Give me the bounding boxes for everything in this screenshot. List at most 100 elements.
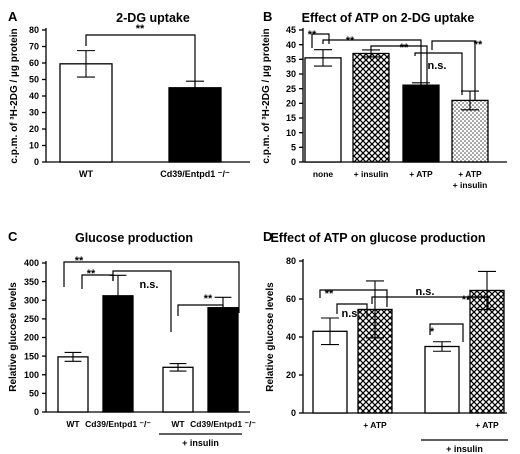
- significance-label: *: [430, 326, 435, 338]
- y-tick-label: 20: [286, 370, 296, 380]
- bar: [168, 87, 222, 163]
- panel-letter: C: [8, 229, 18, 244]
- significance-label: **: [308, 29, 317, 41]
- x-tick-label: + ATP: [458, 169, 482, 179]
- y-tick-label: 150: [24, 351, 39, 361]
- significance-bracket: [431, 40, 476, 100]
- panel-c: C Glucose production Relative glucose leve…: [8, 229, 256, 448]
- y-tick-label: 50: [29, 389, 39, 399]
- x-tick-label: WT: [171, 419, 185, 429]
- x-tick-label: + insulin: [354, 169, 389, 179]
- bar: [162, 366, 194, 413]
- y-tick-label: 10: [286, 128, 296, 138]
- significance-bracket: [112, 270, 172, 332]
- x-tick-label: + ATP: [475, 420, 499, 430]
- significance-bracket: [177, 304, 224, 316]
- significance-label: n.s.: [342, 308, 361, 320]
- significance-bracket: [370, 45, 428, 88]
- significance-bracket: [319, 289, 388, 307]
- group-label: + insulin: [446, 444, 483, 454]
- significance-bracket: [336, 303, 368, 318]
- y-tick-label: 70: [29, 42, 39, 52]
- x-tick-label: + ATP: [363, 420, 387, 430]
- significance-label: n.s.: [416, 286, 435, 298]
- significance-label: n.s.: [140, 279, 159, 291]
- y-tick-label: 20: [29, 124, 39, 134]
- y-tick-label: 0: [34, 157, 39, 167]
- y-tick-label: 30: [29, 108, 39, 118]
- y-tick-label: 45: [286, 25, 296, 35]
- significance-label: **: [204, 293, 213, 305]
- group-label: + insulin: [182, 438, 219, 448]
- significance-label: **: [87, 268, 96, 280]
- y-tick-label: 35: [286, 55, 296, 65]
- y-tick-label: 250: [24, 314, 39, 324]
- panel-a: A 2-DG uptake c.p.m. of ³H-2DG / µg protei…: [8, 9, 250, 179]
- y-tick-label: 40: [29, 91, 39, 101]
- panel-title: Glucose production: [75, 231, 193, 245]
- bar: [304, 57, 342, 163]
- y-tick-label: 50: [29, 75, 39, 85]
- bar: [424, 345, 460, 414]
- panel-letter: A: [8, 9, 18, 24]
- panel-letter: D: [263, 229, 272, 244]
- y-tick-label: 60: [29, 58, 39, 68]
- y-tick-label: 15: [286, 113, 296, 123]
- y-axis-label: Relative glucose levels: [8, 282, 19, 392]
- significance-label: **: [75, 255, 84, 267]
- bar: [207, 307, 239, 413]
- significance-bracket: [429, 323, 464, 342]
- significance-bracket: [322, 39, 422, 88]
- x-tick-label: + ATP: [409, 169, 433, 179]
- y-axis-label: c.p.m. of ³H-2DG / µg protein: [261, 28, 272, 163]
- y-tick-label: 40: [286, 332, 296, 342]
- x-tick-label: Cd39/Entpd1 ⁻/⁻: [160, 169, 230, 179]
- bar: [402, 84, 440, 163]
- bar: [59, 63, 113, 163]
- y-tick-label: 350: [24, 277, 39, 287]
- panel-title: Effect of ATP on glucose production: [270, 231, 485, 245]
- significance-label: **: [325, 288, 334, 300]
- y-tick-label: 80: [29, 25, 39, 35]
- bar: [352, 52, 390, 163]
- y-tick-label: 0: [34, 407, 39, 417]
- y-tick-label: 5: [291, 143, 296, 153]
- panel-letter: B: [263, 9, 272, 24]
- x-tick-label: none: [313, 169, 334, 179]
- panel-title: 2-DG uptake: [116, 11, 190, 25]
- y-tick-label: 60: [286, 294, 296, 304]
- x-tick-label: Cd39/Entpd1 ⁻/⁻: [190, 419, 256, 429]
- y-tick-label: 0: [291, 408, 296, 418]
- x-tick-label: + insulin: [453, 180, 488, 190]
- y-tick-label: 30: [286, 69, 296, 79]
- significance-bracket: [467, 296, 488, 311]
- significance-bracket: [371, 296, 489, 309]
- significance-bracket: [414, 52, 463, 95]
- y-tick-label: 25: [286, 84, 296, 94]
- significance-bracket: [63, 261, 240, 313]
- y-tick-label: 80: [286, 256, 296, 266]
- significance-label: n.s.: [428, 60, 447, 72]
- x-tick-label: WT: [79, 169, 93, 179]
- significance-bracket: [85, 34, 196, 91]
- chart-layer: A 2-DG uptake c.p.m. of ³H-2DG / µg protei…: [8, 9, 508, 454]
- y-axis-label: c.p.m. of ³H-2DG / µg protein: [9, 28, 20, 163]
- significance-label: **: [462, 294, 471, 306]
- significance-label: **: [400, 42, 409, 54]
- y-tick-label: 10: [29, 141, 39, 151]
- significance-label: **: [346, 35, 355, 47]
- panel-title: Effect of ATP on 2-DG uptake: [302, 11, 475, 25]
- y-tick-label: 0: [291, 157, 296, 167]
- y-tick-label: 200: [24, 333, 39, 343]
- y-tick-label: 400: [24, 258, 39, 268]
- y-axis-label: Relative glucose levels: [265, 282, 276, 392]
- y-tick-label: 40: [286, 40, 296, 50]
- y-tick-label: 100: [24, 370, 39, 380]
- bar: [57, 356, 89, 413]
- bar: [451, 99, 489, 163]
- significance-label: **: [136, 23, 145, 35]
- y-tick-label: 300: [24, 295, 39, 305]
- x-tick-label: WT: [66, 419, 80, 429]
